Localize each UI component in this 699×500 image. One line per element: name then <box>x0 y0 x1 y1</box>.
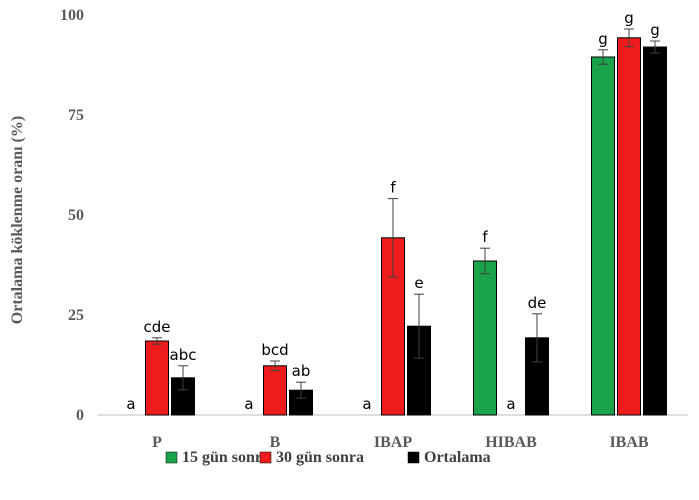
significance-label: cde <box>144 318 171 336</box>
significance-label: a <box>244 395 253 413</box>
bars <box>145 28 667 416</box>
bar <box>643 46 667 416</box>
x-tick-label: IBAB <box>609 434 648 451</box>
axes: 0 25 50 75 100 Ortalama köklenme oranı (%) P B I… <box>9 7 688 451</box>
y-tick-label: 100 <box>60 7 84 24</box>
x-tick-label: IBAP <box>374 434 412 451</box>
bar <box>591 56 615 416</box>
significance-label: g <box>598 30 608 48</box>
legend-label: Ortalama <box>424 449 491 466</box>
bar <box>145 340 169 416</box>
y-axis-title: Ortalama köklenme oranı (%) <box>9 116 26 324</box>
significance-label: g <box>624 9 634 27</box>
y-tick-label: 0 <box>76 407 84 424</box>
significance-label: f <box>482 228 488 246</box>
significance-label: ab <box>292 362 311 380</box>
significance-label: g <box>650 21 660 39</box>
x-tick-label: HIBAB <box>485 434 537 451</box>
significance-label: a <box>506 395 515 413</box>
legend-swatch <box>165 451 178 464</box>
significance-label: a <box>362 395 371 413</box>
bar <box>263 365 287 416</box>
legend-label: 30 gün sonra <box>276 449 364 466</box>
y-tick-label: 75 <box>68 107 84 124</box>
y-tick-label: 25 <box>68 307 84 324</box>
bar <box>473 260 497 416</box>
y-tick-label: 50 <box>68 207 84 224</box>
legend-swatch <box>259 451 272 464</box>
bar <box>617 37 641 416</box>
significance-label: bcd <box>261 341 288 359</box>
legend-swatch <box>407 451 420 464</box>
legend-label: 15 gün sonra <box>182 449 270 466</box>
significance-label: de <box>528 294 547 312</box>
x-tick-label: B <box>270 434 281 451</box>
significance-label: f <box>390 179 396 197</box>
x-tick-label: P <box>152 434 162 451</box>
legend: 15 gün sonra 30 gün sonra Ortalama <box>165 449 491 466</box>
significance-label: abc <box>170 346 197 364</box>
significance-label: e <box>414 274 423 292</box>
significance-label: a <box>126 395 135 413</box>
